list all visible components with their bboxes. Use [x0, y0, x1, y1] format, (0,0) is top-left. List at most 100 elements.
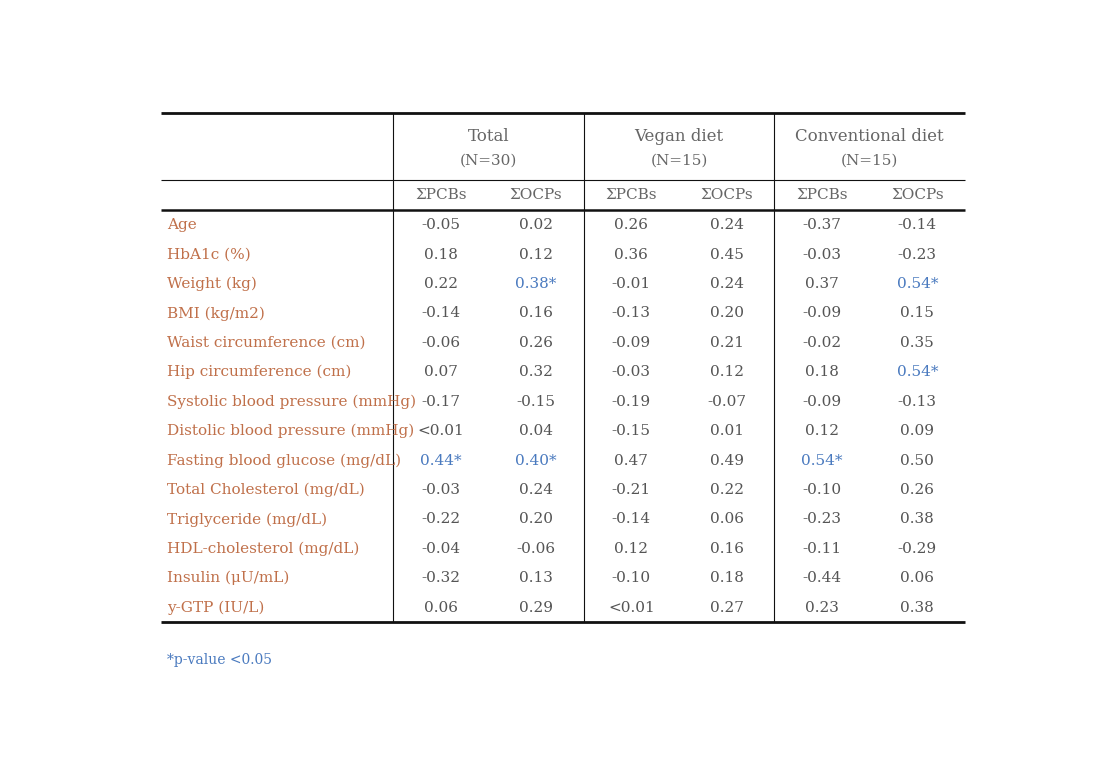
Text: 0.37: 0.37	[805, 277, 839, 291]
Text: Waist circumference (cm): Waist circumference (cm)	[167, 335, 366, 350]
Text: Total: Total	[468, 128, 509, 144]
Text: 0.21: 0.21	[709, 335, 743, 350]
Text: (N=15): (N=15)	[650, 154, 708, 168]
Text: -0.23: -0.23	[898, 247, 937, 262]
Text: 0.12: 0.12	[805, 424, 839, 438]
Text: ΣPCBs: ΣPCBs	[796, 188, 848, 202]
Text: 0.26: 0.26	[519, 335, 553, 350]
Text: 0.18: 0.18	[805, 365, 839, 380]
Text: Total Cholesterol (mg/dL): Total Cholesterol (mg/dL)	[167, 483, 365, 497]
Text: 0.24: 0.24	[709, 218, 743, 232]
Text: -0.10: -0.10	[803, 483, 841, 497]
Text: -0.15: -0.15	[516, 395, 556, 408]
Text: -0.07: -0.07	[707, 395, 747, 408]
Text: 0.44*: 0.44*	[419, 454, 461, 468]
Text: <0.01: <0.01	[417, 424, 464, 438]
Text: -0.44: -0.44	[803, 572, 841, 585]
Text: -0.17: -0.17	[422, 395, 460, 408]
Text: 0.32: 0.32	[519, 365, 553, 380]
Text: -0.23: -0.23	[803, 512, 841, 527]
Text: <0.01: <0.01	[608, 600, 654, 615]
Text: 0.47: 0.47	[615, 454, 648, 468]
Text: 0.12: 0.12	[614, 542, 648, 556]
Text: HbA1c (%): HbA1c (%)	[167, 247, 250, 262]
Text: Fasting blood glucose (mg/dL): Fasting blood glucose (mg/dL)	[167, 453, 401, 468]
Text: -0.15: -0.15	[612, 424, 651, 438]
Text: ΣOCPs: ΣOCPs	[701, 188, 753, 202]
Text: -0.14: -0.14	[898, 218, 937, 232]
Text: -0.21: -0.21	[612, 483, 651, 497]
Text: 0.23: 0.23	[805, 600, 839, 615]
Text: 0.18: 0.18	[709, 572, 743, 585]
Text: Vegan diet: Vegan diet	[635, 128, 724, 144]
Text: 0.35: 0.35	[900, 335, 934, 350]
Text: 0.02: 0.02	[519, 218, 553, 232]
Text: Systolic blood pressure (mmHg): Systolic blood pressure (mmHg)	[167, 395, 416, 409]
Text: 0.27: 0.27	[709, 600, 743, 615]
Text: HDL-cholesterol (mg/dL): HDL-cholesterol (mg/dL)	[167, 542, 359, 556]
Text: -0.14: -0.14	[422, 307, 460, 320]
Text: 0.15: 0.15	[900, 307, 934, 320]
Text: ΣPCBs: ΣPCBs	[606, 188, 657, 202]
Text: -0.10: -0.10	[612, 572, 651, 585]
Text: -0.19: -0.19	[612, 395, 651, 408]
Text: 0.16: 0.16	[709, 542, 743, 556]
Text: -0.29: -0.29	[898, 542, 937, 556]
Text: 0.06: 0.06	[424, 600, 458, 615]
Text: 0.06: 0.06	[900, 572, 934, 585]
Text: 0.12: 0.12	[709, 365, 743, 380]
Text: -0.06: -0.06	[516, 542, 556, 556]
Text: ΣOCPs: ΣOCPs	[890, 188, 943, 202]
Text: 0.54*: 0.54*	[897, 277, 938, 291]
Text: (N=15): (N=15)	[841, 154, 898, 168]
Text: -0.06: -0.06	[422, 335, 460, 350]
Text: 0.13: 0.13	[519, 572, 553, 585]
Text: 0.24: 0.24	[519, 483, 553, 497]
Text: BMI (kg/m2): BMI (kg/m2)	[167, 306, 265, 320]
Text: Distolic blood pressure (mmHg): Distolic blood pressure (mmHg)	[167, 424, 414, 438]
Text: Weight (kg): Weight (kg)	[167, 277, 257, 291]
Text: -0.01: -0.01	[612, 277, 651, 291]
Text: 0.50: 0.50	[900, 454, 934, 468]
Text: y-GTP (IU/L): y-GTP (IU/L)	[167, 600, 265, 615]
Text: 0.29: 0.29	[519, 600, 553, 615]
Text: -0.09: -0.09	[803, 395, 841, 408]
Text: 0.40*: 0.40*	[515, 454, 557, 468]
Text: (N=30): (N=30)	[460, 154, 517, 168]
Text: 0.45: 0.45	[709, 247, 743, 262]
Text: *p-value <0.05: *p-value <0.05	[167, 653, 271, 667]
Text: -0.05: -0.05	[422, 218, 460, 232]
Text: Triglyceride (mg/dL): Triglyceride (mg/dL)	[167, 512, 327, 527]
Text: 0.24: 0.24	[709, 277, 743, 291]
Text: -0.37: -0.37	[803, 218, 841, 232]
Text: -0.14: -0.14	[612, 512, 651, 527]
Text: ΣPCBs: ΣPCBs	[415, 188, 467, 202]
Text: ΣOCPs: ΣOCPs	[509, 188, 562, 202]
Text: 0.12: 0.12	[519, 247, 553, 262]
Text: 0.22: 0.22	[709, 483, 743, 497]
Text: 0.38: 0.38	[900, 512, 934, 527]
Text: -0.22: -0.22	[422, 512, 460, 527]
Text: 0.26: 0.26	[900, 483, 934, 497]
Text: 0.16: 0.16	[519, 307, 553, 320]
Text: 0.01: 0.01	[709, 424, 743, 438]
Text: 0.49: 0.49	[709, 454, 743, 468]
Text: 0.54*: 0.54*	[897, 365, 938, 380]
Text: -0.32: -0.32	[422, 572, 460, 585]
Text: Insulin (μU/mL): Insulin (μU/mL)	[167, 571, 289, 585]
Text: -0.03: -0.03	[422, 483, 460, 497]
Text: 0.54*: 0.54*	[802, 454, 842, 468]
Text: -0.02: -0.02	[803, 335, 841, 350]
Text: Hip circumference (cm): Hip circumference (cm)	[167, 365, 351, 380]
Text: 0.22: 0.22	[424, 277, 458, 291]
Text: Conventional diet: Conventional diet	[795, 128, 944, 144]
Text: 0.38: 0.38	[900, 600, 934, 615]
Text: 0.20: 0.20	[519, 512, 553, 527]
Text: -0.09: -0.09	[803, 307, 841, 320]
Text: 0.20: 0.20	[709, 307, 743, 320]
Text: -0.11: -0.11	[803, 542, 841, 556]
Text: 0.04: 0.04	[519, 424, 553, 438]
Text: -0.13: -0.13	[612, 307, 651, 320]
Text: 0.38*: 0.38*	[515, 277, 557, 291]
Text: 0.26: 0.26	[614, 218, 648, 232]
